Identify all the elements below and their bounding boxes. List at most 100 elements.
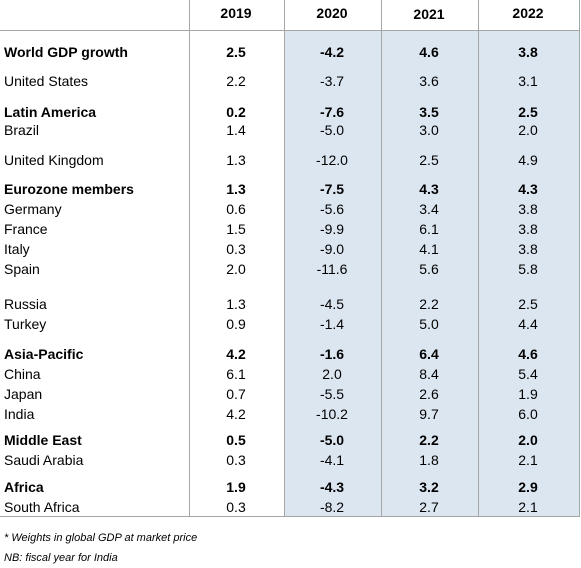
value-cell-2019: 1.4: [226, 122, 246, 138]
value-cell-2020: -8.2: [319, 499, 345, 515]
row-label: Eurozone members: [4, 181, 134, 197]
row-label: Spain: [4, 261, 40, 277]
value-cell-2019: 0.3: [226, 452, 246, 468]
value-cell-2020: -4.5: [319, 296, 345, 312]
value-cell-2022: 5.8: [518, 261, 538, 277]
row-label: Saudi Arabia: [4, 452, 84, 468]
header-rule: [0, 30, 580, 31]
value-cell-2021: 3.4: [419, 201, 439, 217]
value-cell-2021: 2.2: [419, 432, 439, 448]
value-cell-2019: 2.5: [226, 44, 246, 60]
value-cell-2021: 4.3: [419, 181, 439, 197]
value-cell-2022: 4.4: [518, 316, 538, 332]
value-cell-2020: -5.6: [319, 201, 345, 217]
column-divider: [579, 0, 580, 517]
value-cell-2019: 0.5: [226, 432, 246, 448]
value-cell-2020: -1.4: [319, 316, 345, 332]
value-cell-2020: -5.0: [319, 122, 345, 138]
value-cell-2022: 2.1: [518, 452, 538, 468]
value-cell-2021: 4.6: [419, 44, 439, 60]
column-header-2020: 2020: [316, 5, 348, 21]
value-cell-2020: -5.0: [319, 432, 345, 448]
value-cell-2022: 4.6: [518, 346, 538, 362]
value-cell-2019: 0.6: [226, 201, 246, 217]
value-cell-2019: 0.3: [226, 241, 246, 257]
value-cell-2021: 2.6: [419, 386, 439, 402]
forecast-shading: [284, 30, 580, 517]
column-header-2022: 2022: [512, 5, 544, 21]
value-cell-2019: 1.3: [226, 181, 246, 197]
bottom-rule: [0, 516, 580, 517]
value-cell-2022: 3.8: [518, 241, 538, 257]
column-divider: [189, 0, 190, 517]
value-cell-2021: 3.0: [419, 122, 439, 138]
value-cell-2020: -4.2: [319, 44, 345, 60]
value-cell-2021: 3.2: [419, 479, 439, 495]
value-cell-2022: 2.0: [518, 122, 538, 138]
value-cell-2019: 2.2: [226, 73, 246, 89]
value-cell-2020: -7.6: [319, 104, 345, 120]
row-label: Italy: [4, 241, 30, 257]
footnote-weights: * Weights in global GDP at market price: [4, 532, 198, 544]
value-cell-2022: 2.1: [518, 499, 538, 515]
value-cell-2020: -12.0: [316, 152, 348, 168]
row-label: Russia: [4, 296, 47, 312]
row-label: United Kingdom: [4, 152, 104, 168]
value-cell-2020: -4.3: [319, 479, 345, 495]
value-cell-2022: 2.5: [518, 296, 538, 312]
value-cell-2020: -11.6: [316, 261, 348, 277]
column-header-2021: 2021: [413, 6, 445, 22]
value-cell-2019: 0.7: [226, 386, 246, 402]
value-cell-2019: 0.2: [226, 104, 246, 120]
column-divider: [284, 0, 285, 517]
value-cell-2022: 2.5: [518, 104, 538, 120]
value-cell-2020: -9.9: [319, 221, 345, 237]
row-label: Turkey: [4, 316, 47, 332]
value-cell-2021: 2.2: [419, 296, 439, 312]
row-label: India: [4, 406, 35, 422]
value-cell-2019: 0.9: [226, 316, 246, 332]
row-label: Middle East: [4, 432, 82, 448]
row-label: Africa: [4, 479, 44, 495]
value-cell-2021: 6.1: [419, 221, 439, 237]
value-cell-2020: -10.2: [316, 406, 348, 422]
value-cell-2020: -3.7: [319, 73, 345, 89]
value-cell-2019: 1.3: [226, 296, 246, 312]
value-cell-2022: 3.8: [518, 44, 538, 60]
column-divider: [478, 0, 479, 517]
row-label: South Africa: [4, 499, 80, 515]
value-cell-2022: 4.9: [518, 152, 538, 168]
value-cell-2022: 6.0: [518, 406, 538, 422]
value-cell-2020: -4.1: [319, 452, 345, 468]
value-cell-2022: 2.0: [518, 432, 538, 448]
value-cell-2021: 2.5: [419, 152, 439, 168]
column-header-2019: 2019: [220, 5, 252, 21]
value-cell-2019: 2.0: [226, 261, 246, 277]
value-cell-2021: 3.6: [419, 73, 439, 89]
value-cell-2020: -7.5: [319, 181, 345, 197]
value-cell-2020: 2.0: [322, 366, 342, 382]
row-label: Japan: [4, 386, 43, 402]
row-label: China: [4, 366, 41, 382]
value-cell-2019: 4.2: [226, 346, 246, 362]
row-label: Germany: [4, 201, 62, 217]
value-cell-2021: 2.7: [419, 499, 439, 515]
value-cell-2022: 4.3: [518, 181, 538, 197]
value-cell-2022: 3.8: [518, 201, 538, 217]
value-cell-2022: 2.9: [518, 479, 538, 495]
value-cell-2021: 5.6: [419, 261, 439, 277]
value-cell-2021: 1.8: [419, 452, 439, 468]
value-cell-2019: 6.1: [226, 366, 246, 382]
value-cell-2021: 9.7: [419, 406, 439, 422]
value-cell-2019: 1.9: [226, 479, 246, 495]
column-divider: [381, 0, 382, 517]
row-label: Brazil: [4, 122, 40, 138]
value-cell-2020: -5.5: [319, 386, 345, 402]
row-label: France: [4, 221, 48, 237]
value-cell-2022: 5.4: [518, 366, 538, 382]
value-cell-2019: 0.3: [226, 499, 246, 515]
value-cell-2022: 3.1: [518, 73, 538, 89]
row-label: United States: [4, 73, 89, 89]
value-cell-2021: 6.4: [419, 346, 439, 362]
value-cell-2022: 1.9: [518, 386, 538, 402]
